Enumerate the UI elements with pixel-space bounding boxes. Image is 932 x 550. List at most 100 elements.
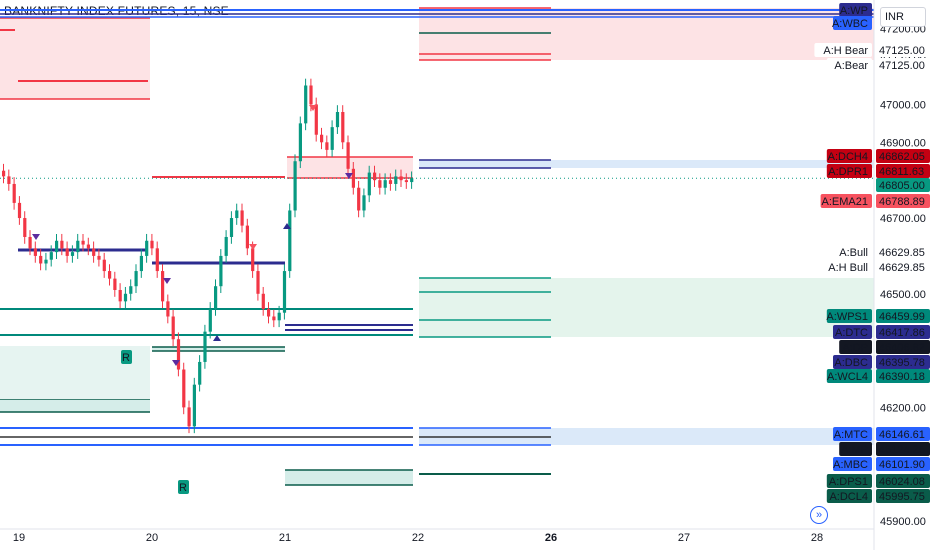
candle-body	[86, 244, 90, 249]
indicator-zone	[287, 157, 413, 178]
candle-body	[351, 168, 355, 188]
candle-body	[240, 210, 244, 226]
price-label-value-bg	[876, 309, 930, 323]
price-label-name-text: A:Bear	[834, 60, 868, 72]
candle-body	[60, 240, 64, 249]
indicator-zone	[551, 278, 874, 337]
candle-body	[298, 123, 302, 162]
price-label-name: A:Bear	[826, 58, 872, 72]
signal-label: R	[179, 482, 187, 494]
candle-body	[192, 384, 196, 427]
indicator-zone	[419, 160, 551, 168]
price-label-value-text: 45995.75	[879, 491, 925, 503]
down-arrow-marker	[163, 278, 171, 284]
price-label-value: 46124.25	[876, 442, 930, 456]
currency-selector[interactable]: INR	[880, 7, 926, 27]
price-label-name-text: A:MTC	[834, 429, 868, 441]
candle-body	[410, 178, 414, 183]
candle-body	[39, 255, 43, 264]
x-tick-label: 19	[13, 532, 25, 544]
candle-body	[70, 252, 75, 256]
signal-marker: R	[121, 350, 132, 364]
down-arrow-marker	[32, 234, 40, 240]
price-label-name-text: A:MBC	[833, 459, 868, 471]
signal-marker: R	[178, 480, 189, 494]
candle-body	[378, 180, 382, 188]
candle-body	[373, 172, 377, 181]
price-label-value-bg	[876, 474, 930, 488]
candle-body	[108, 271, 112, 279]
candle-body	[17, 202, 22, 219]
price-label-name: A:DCL4	[826, 489, 872, 503]
candle-body	[171, 316, 175, 340]
candle-body	[272, 316, 276, 321]
price-label-value-text: 46459.99	[879, 311, 925, 323]
price-label-name-bg	[833, 325, 872, 339]
price-label-value: 46805.00	[876, 178, 930, 192]
price-label-value-bg	[876, 442, 930, 456]
candle-body	[229, 218, 234, 237]
x-tick-label: 26	[545, 532, 557, 544]
price-label-name-text: A:WBC	[832, 18, 868, 30]
candle-body	[320, 134, 324, 143]
price-label-value-bg	[876, 164, 930, 178]
candle-body	[362, 195, 366, 211]
price-label-name: A:DBC	[833, 355, 872, 369]
price-label-value-text: 46406.82	[879, 342, 925, 354]
price-label-value: 46629.85	[876, 245, 930, 259]
candle-body	[28, 236, 32, 249]
candle-body	[102, 259, 106, 272]
price-label-value-bg	[876, 178, 930, 192]
candle-body	[97, 255, 101, 260]
price-label-value: 46417.86	[876, 325, 930, 339]
y-tick-label: 46200.00	[880, 402, 926, 414]
candle-body	[245, 225, 249, 249]
candle-body	[267, 308, 271, 317]
candle-body	[399, 176, 403, 181]
x-tick-label: 22	[412, 532, 424, 544]
price-label-value: 46146.61	[876, 427, 930, 441]
candle-body	[404, 180, 408, 183]
price-label-name: A:WCL4	[826, 369, 872, 383]
sell-arrow-marker	[309, 105, 317, 111]
price-label-value: 46395.78	[876, 355, 930, 369]
candle-body	[383, 180, 387, 188]
price-label-value: 46406.82	[876, 340, 930, 354]
candle-body	[282, 271, 287, 313]
price-label-value-text: 46788.89	[879, 196, 925, 208]
candles	[2, 78, 414, 434]
sell-arrow-marker	[249, 244, 257, 250]
candle-body	[251, 248, 255, 272]
candle-body	[113, 278, 117, 290]
price-label-name-bg	[826, 245, 872, 259]
price-label-name: A:H Bear	[814, 43, 872, 57]
price-label-name-text: A:MP	[841, 444, 868, 456]
price-label-name-bg	[839, 340, 872, 354]
x-tick-label: 21	[279, 532, 291, 544]
price-label-value: 46390.18	[876, 369, 930, 383]
price-label-name: A:EMA21	[820, 194, 872, 208]
y-tick-label: 46900.00	[880, 137, 926, 149]
candle-body	[23, 218, 27, 237]
price-label-name-text: A:H Bear	[823, 45, 868, 57]
price-label-value: 46459.99	[876, 309, 930, 323]
price-label-name-bg	[833, 355, 872, 369]
candle-body	[44, 259, 48, 264]
price-label-value: 47125.00	[876, 43, 930, 57]
price-label-name-text: A:WCL4	[827, 371, 868, 383]
indicator-zone	[551, 160, 874, 168]
price-label-name-text: A:DBC	[834, 357, 868, 369]
candle-body	[134, 271, 138, 287]
signal-badge	[178, 480, 189, 494]
down-arrow-marker	[172, 360, 180, 366]
candle-body	[256, 271, 260, 294]
price-label-name: A:Bull	[826, 245, 872, 259]
price-label-value-text: 46101.90	[879, 459, 925, 471]
candle-body	[208, 308, 212, 332]
go-to-realtime-icon[interactable]: »	[810, 506, 828, 524]
price-label-name-text: A:DPS1	[829, 476, 868, 488]
price-label-value: 46862.05	[876, 149, 930, 163]
candle-body	[325, 142, 329, 150]
price-label-value-text: 46146.61	[879, 429, 925, 441]
